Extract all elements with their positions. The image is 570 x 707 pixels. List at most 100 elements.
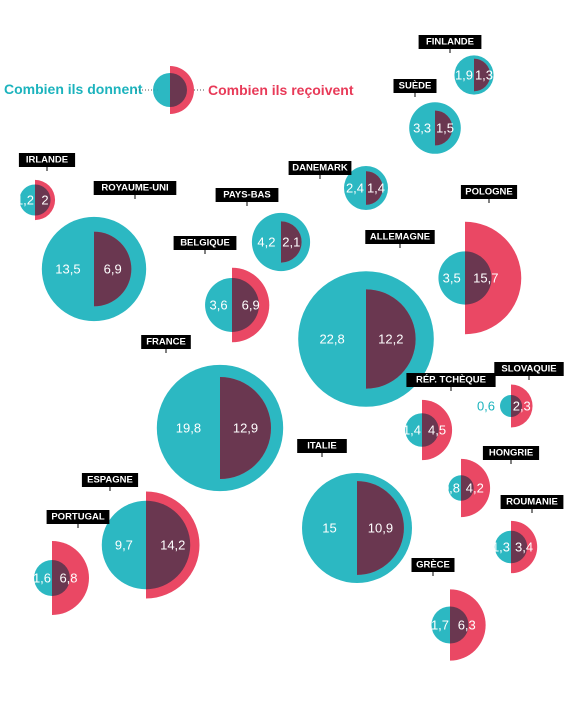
- country-label: ROYAUME-UNI: [101, 183, 168, 194]
- country-tag-bg: [18, 153, 76, 167]
- bubble-pays-bas: 4,2 2,1 PAYS-BAS: [215, 188, 311, 272]
- receive-value: 3,4: [515, 540, 533, 555]
- overlap-half: [281, 221, 302, 263]
- overlap-half: [511, 395, 522, 417]
- give-value: 1,4: [403, 423, 421, 438]
- overlap-half: [94, 231, 132, 307]
- give-value: 0,8: [442, 481, 460, 496]
- country-label: RÉP. TCHÈQUE: [416, 375, 486, 386]
- country-tag-bg: [288, 161, 352, 175]
- country-label: PAYS-BAS: [223, 190, 271, 201]
- give-value: 3,5: [443, 271, 461, 286]
- country-tag-bg: [494, 362, 564, 376]
- receive-value: 4,5: [428, 423, 446, 438]
- bubble-rep-tcheque: 1,4 4,5 RÉP. TCHÈQUE: [403, 373, 496, 461]
- give-value: 19,8: [176, 421, 201, 436]
- bubble-france: 19,8 12,9 FRANCE: [141, 335, 284, 492]
- receive-value: 2: [41, 193, 48, 208]
- overlap-half: [52, 560, 70, 596]
- receive-value: 2,1: [282, 235, 300, 250]
- country-label: SLOVAQUIE: [501, 364, 556, 375]
- overlap-half: [146, 500, 191, 590]
- receive-value: 1,3: [475, 68, 493, 83]
- legend: Combien ils donnent Combien ils reçoiven…: [4, 66, 354, 114]
- overlap-half: [435, 110, 453, 146]
- country-tag-bg: [46, 510, 110, 524]
- bubble-irlande: 1,2 2 IRLANDE: [16, 153, 76, 221]
- legend-give-half-icon: [153, 73, 170, 107]
- bubble-italie: 15 10,9 ITALIE: [297, 439, 412, 583]
- country-label: BELGIQUE: [180, 238, 230, 249]
- overlap-half: [461, 475, 474, 501]
- overlap-half: [450, 606, 469, 644]
- receive-value: 6,9: [104, 262, 122, 277]
- country-tag-bg: [406, 373, 496, 387]
- receive-value: 2,3: [513, 399, 531, 414]
- country-label: ITALIE: [307, 441, 336, 452]
- receive-value: 12,9: [233, 421, 258, 436]
- country-tag-bg: [460, 185, 518, 199]
- country-tag-bg: [500, 495, 564, 509]
- country-label: HONGRIE: [489, 448, 533, 459]
- legend-receive-label: Combien ils reçoivent: [208, 82, 354, 98]
- receive-value: 6,8: [59, 571, 77, 586]
- country-tag-bg: [393, 79, 437, 93]
- overlap-half: [35, 184, 51, 216]
- overlap-half: [474, 58, 491, 92]
- bubble-espagne: 9,7 14,2 ESPAGNE: [81, 473, 200, 599]
- country-tag-bg: [482, 446, 540, 460]
- receive-value: 12,2: [378, 332, 403, 347]
- give-value: 13,5: [55, 262, 80, 277]
- bubble-hongrie: 0,8 4,2 HONGRIE: [442, 446, 540, 518]
- bubble-finlande: 1,9 1,3 FINLANDE: [418, 35, 494, 95]
- bubble-slovaquie: 0,6 2,3 SLOVAQUIE: [477, 362, 564, 428]
- receive-half: [52, 540, 89, 616]
- give-value: 15: [322, 521, 336, 536]
- country-label: FINLANDE: [426, 37, 474, 48]
- give-value: 1,3: [492, 540, 510, 555]
- give-value: 1,7: [431, 618, 449, 633]
- receive-value: 6,3: [458, 618, 476, 633]
- country-label: ROUMANIE: [506, 497, 558, 508]
- receive-value: 15,7: [473, 271, 498, 286]
- give-value: 1,6: [33, 571, 51, 586]
- country-tag-bg: [297, 439, 347, 453]
- overlap-half: [511, 530, 528, 564]
- overlap-half: [366, 171, 383, 205]
- overlap-half: [422, 413, 439, 447]
- bubble-belgique: 3,6 6,9 BELGIQUE: [173, 236, 270, 343]
- overlap-half: [357, 481, 404, 575]
- country-label: GRÈCE: [416, 560, 450, 571]
- country-tag-bg: [411, 558, 455, 572]
- overlap-half: [366, 289, 416, 389]
- give-value: 3,3: [413, 121, 431, 136]
- country-tag-bg: [81, 473, 139, 487]
- bubble-portugal: 1,6 6,8 PORTUGAL: [33, 510, 110, 616]
- give-value: 4,2: [257, 235, 275, 250]
- bubble-royaume-uni: 13,5 6,9 ROYAUME-UNI: [41, 181, 177, 322]
- give-value: 1,2: [16, 193, 34, 208]
- give-value: 9,7: [115, 538, 133, 553]
- country-label: ALLEMAGNE: [370, 232, 430, 243]
- country-tag-bg: [365, 230, 435, 244]
- country-tag-bg: [93, 181, 177, 195]
- bubble-roumanie: 1,3 3,4 ROUMANIE: [492, 495, 564, 574]
- bubble-danemark: 2,4 1,4 DANEMARK: [288, 161, 388, 210]
- country-label: SUÈDE: [399, 81, 432, 92]
- overlap-half: [465, 251, 492, 305]
- receive-half: [461, 458, 491, 518]
- country-label: PORTUGAL: [51, 512, 105, 523]
- country-tag-bg: [141, 335, 191, 349]
- receive-value: 1,4: [367, 181, 385, 196]
- receive-half: [465, 221, 522, 335]
- receive-value: 14,2: [160, 538, 185, 553]
- country-tag-bg: [173, 236, 237, 250]
- overlap-half: [232, 278, 259, 332]
- country-label: POLOGNE: [465, 187, 513, 198]
- bubble-allemagne: 22,8 12,2 ALLEMAGNE: [298, 230, 435, 407]
- country-tag-bg: [418, 35, 482, 49]
- give-value: 0,6: [477, 399, 495, 414]
- country-label: IRLANDE: [26, 155, 68, 166]
